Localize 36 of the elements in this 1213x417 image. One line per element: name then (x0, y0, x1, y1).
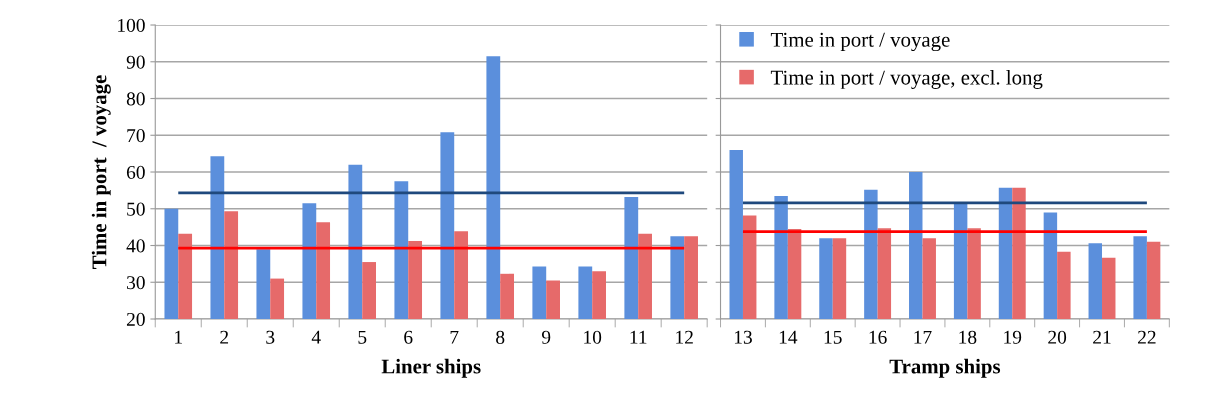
x-tick-label: 6 (404, 330, 413, 344)
x-tick-label: 14 (779, 330, 798, 344)
y-tick-label: 90 (126, 55, 145, 69)
x-tick-label: 16 (869, 330, 887, 344)
y-tick-label: 60 (126, 165, 145, 179)
x-tick-label: 2 (220, 330, 229, 344)
y-tick-label: 100 (118, 18, 145, 32)
x-tick-label: 17 (914, 330, 932, 344)
y-tick-label: 70 (127, 129, 145, 143)
x-tick-label: 1 (175, 330, 182, 344)
y-tick-label: 30 (127, 276, 145, 290)
x-tick-label: 11 (630, 330, 647, 344)
x-tick-label: 19 (1004, 330, 1022, 344)
y-tick-label: 50 (127, 202, 145, 216)
x-tick-label: 18 (959, 330, 977, 344)
y-tick-label: 20 (126, 312, 145, 326)
y-tick-label: 40 (126, 239, 145, 253)
x-axis-title: Liner ships (381, 358, 481, 378)
x-axis-title: Tramp ships (889, 358, 1001, 378)
x-tick-label: 8 (496, 330, 505, 344)
x-tick-label: 4 (311, 330, 321, 344)
x-tick-label: 10 (584, 330, 602, 344)
x-tick-label: 15 (824, 330, 842, 344)
x-tick-label: 9 (541, 330, 551, 344)
x-tick-label: 21 (1093, 330, 1111, 344)
x-tick-label: 20 (1048, 330, 1067, 344)
legend-label: Time in port / voyage, excl. long (770, 69, 1043, 89)
x-tick-label: 5 (358, 330, 367, 344)
x-tick-label: 13 (734, 330, 752, 344)
x-tick-label: 7 (450, 330, 459, 344)
x-tick-label: 22 (1138, 330, 1156, 344)
x-tick-label: 12 (676, 330, 693, 344)
y-tick-label: 80 (126, 92, 145, 106)
y-axis-title: Time in port / voyage (91, 75, 111, 270)
legend-label: Time in port / voyage (770, 32, 950, 52)
x-tick-label: 3 (266, 330, 275, 344)
